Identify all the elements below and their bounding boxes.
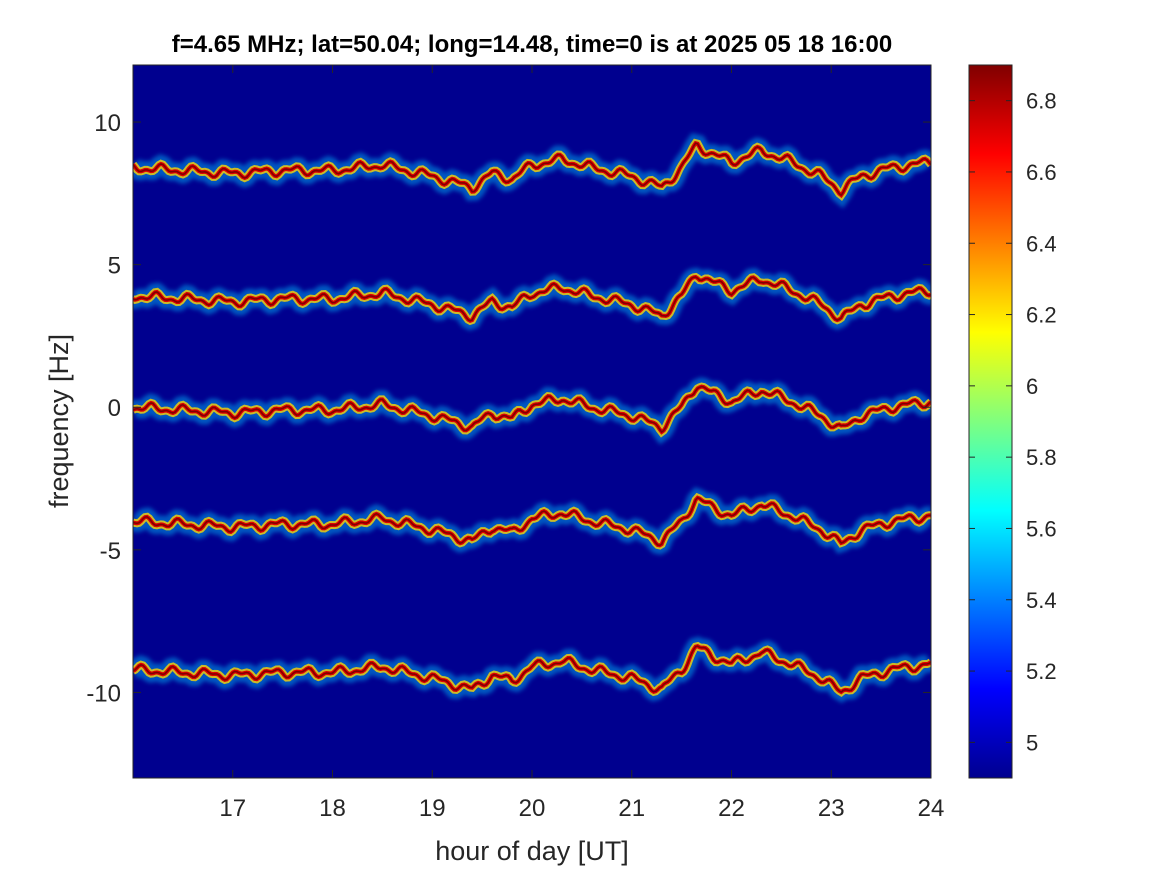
colorbar-tick-label: 5.8 xyxy=(1026,445,1057,470)
colorbar-tick-label: 6.2 xyxy=(1026,303,1057,328)
colorbar-ticks: 5 5.2 5.4 5.6 5.8 6 6.2 6.4 6.6 6.8 xyxy=(969,89,1057,755)
y-axis-ticks: 10 5 0 -5 -10 xyxy=(86,110,931,707)
colorbar xyxy=(968,64,1013,779)
spectral-traces xyxy=(133,132,931,704)
x-tick-label: 18 xyxy=(319,795,346,822)
trace-peak xyxy=(133,142,931,197)
x-tick-label: 22 xyxy=(718,795,745,822)
y-tick-label: -5 xyxy=(100,538,121,565)
x-tick-label: 17 xyxy=(219,795,246,822)
colorbar-tick-label: 5.2 xyxy=(1026,659,1057,684)
x-axis-label: hour of day [UT] xyxy=(435,836,629,866)
colorbar-tick-label: 5.4 xyxy=(1026,588,1057,613)
x-tick-label: 21 xyxy=(618,795,645,822)
y-tick-label: 5 xyxy=(108,253,121,280)
colorbar-tick-label: 6.4 xyxy=(1026,231,1057,256)
colorbar-tick-label: 6 xyxy=(1026,374,1038,399)
y-tick-label: -10 xyxy=(86,680,121,707)
trace-peak xyxy=(133,276,931,322)
x-axis-ticks: 17 18 19 20 21 22 23 24 xyxy=(219,65,944,822)
y-axis-label: frequency [Hz] xyxy=(44,334,74,508)
trace-peak xyxy=(133,385,931,434)
trace-peak xyxy=(133,645,931,694)
colorbar-tick-label: 5.6 xyxy=(1026,516,1057,541)
x-tick-label: 20 xyxy=(519,795,546,822)
colorbar-tick-label: 5 xyxy=(1026,730,1038,755)
chart-title: f=4.65 MHz; lat=50.04; long=14.48, time=… xyxy=(172,31,892,58)
x-tick-label: 24 xyxy=(918,795,945,822)
colorbar-tick-label: 6.6 xyxy=(1026,160,1057,185)
x-tick-label: 23 xyxy=(818,795,845,822)
y-tick-label: 0 xyxy=(108,395,121,422)
x-tick-label: 19 xyxy=(419,795,446,822)
trace-peak xyxy=(133,496,931,547)
y-tick-label: 10 xyxy=(94,110,121,137)
colorbar-tick-label: 6.8 xyxy=(1026,89,1057,114)
